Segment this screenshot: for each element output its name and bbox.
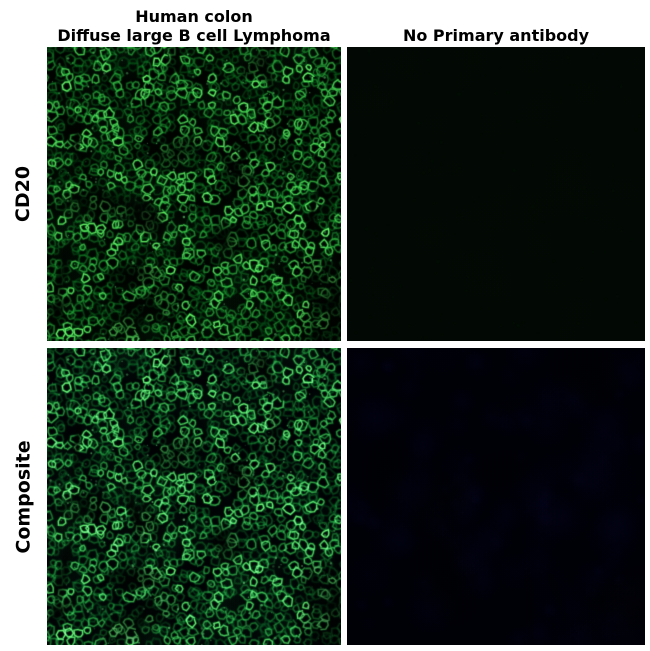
- row-label-composite: Composite: [0, 348, 47, 645]
- micrograph-cd20-no-primary: [347, 47, 645, 341]
- row-label-cd20-text: CD20: [12, 165, 35, 223]
- row-label-composite-text: Composite: [12, 439, 35, 554]
- column-header-right: No Primary antibody: [402, 26, 590, 45]
- micrograph-cd20-stained: [47, 47, 341, 341]
- column-header-left-line2: Diffuse large B cell Lymphoma: [57, 26, 331, 45]
- micrograph-composite-no-primary: [347, 348, 645, 645]
- micrograph-composite-stained: [47, 348, 341, 645]
- column-header-left: Human colon Diffuse large B cell Lymphom…: [47, 7, 341, 45]
- column-header-left-line1: Human colon: [135, 7, 253, 26]
- row-label-cd20: CD20: [0, 47, 47, 341]
